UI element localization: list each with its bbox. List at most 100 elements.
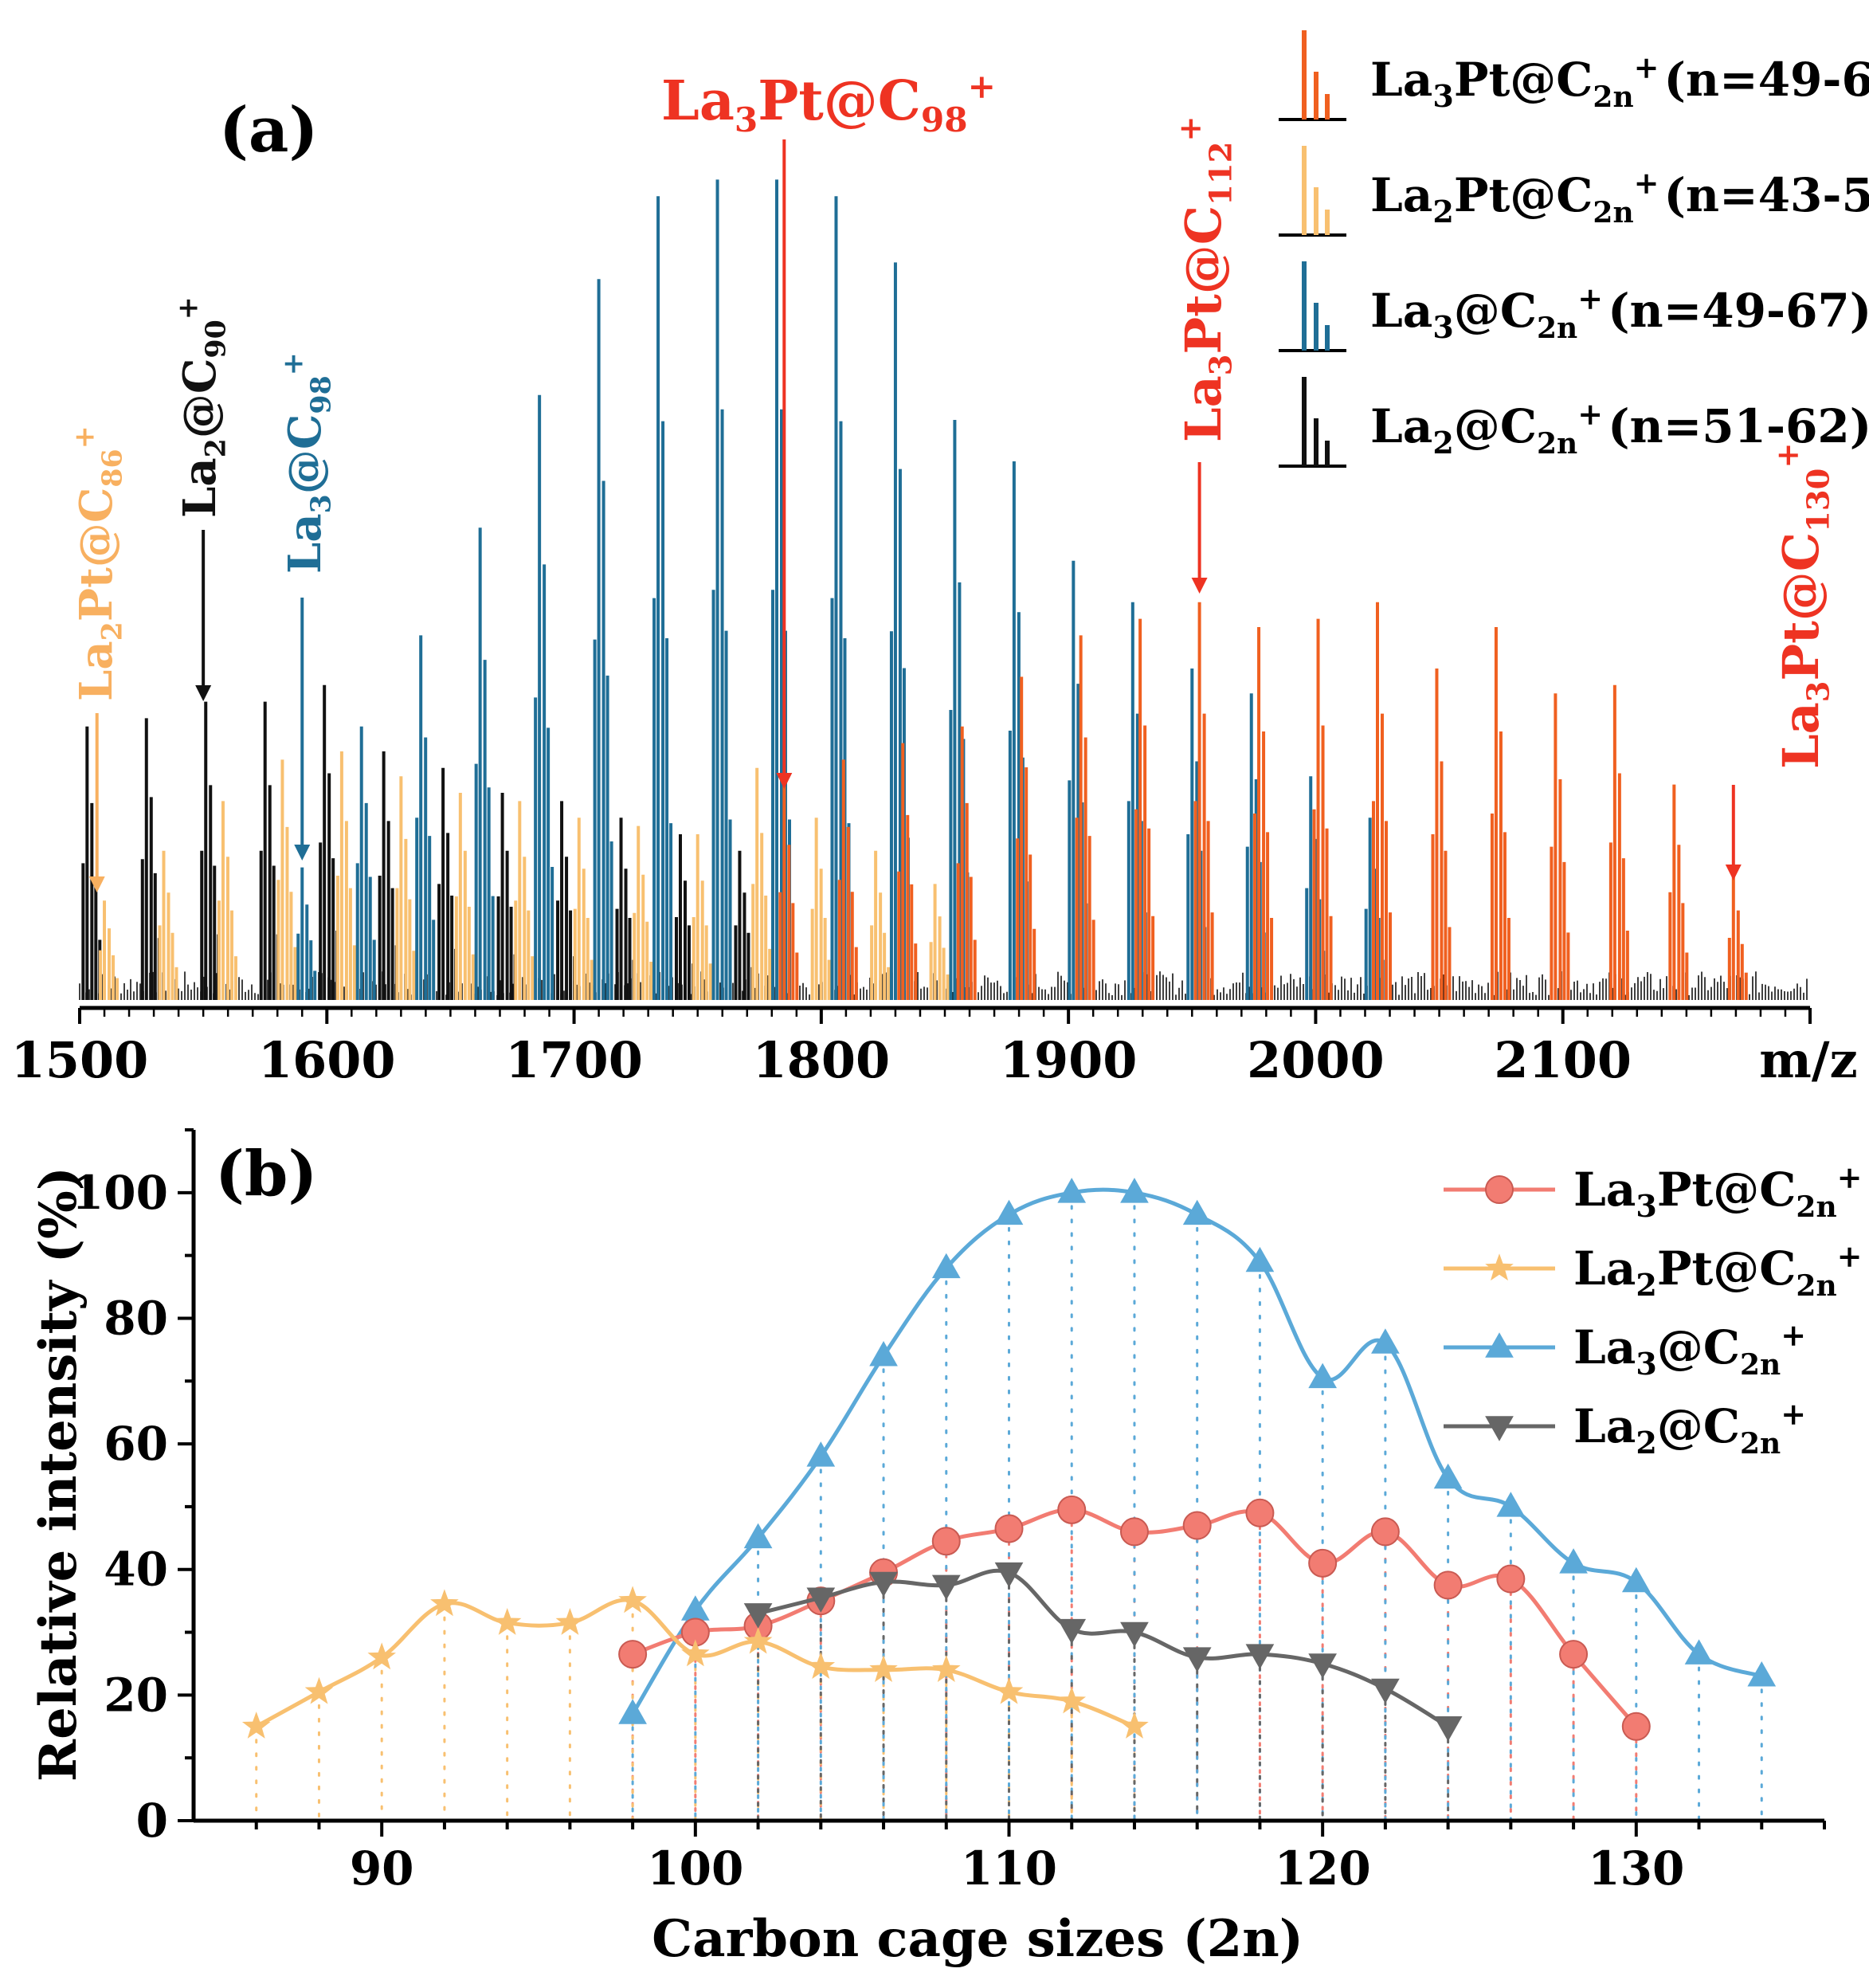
legend-b-item-1: La2Pt@C2n+ [1444, 1238, 1862, 1303]
y-tick-label-60: 60 [104, 1417, 168, 1471]
point-La2Pt@C2n+-104 [806, 1652, 836, 1679]
point-La2Pt@C2n+-106 [869, 1655, 898, 1682]
point-La2@C2n+-122 [1371, 1678, 1400, 1704]
legend-b-marker [1485, 1332, 1514, 1358]
peak-La2Pt@C2n+-1654 [454, 793, 475, 1000]
peak-La2Pt@C2n+-1726 [633, 825, 653, 1000]
peak-La2Pt@C2n+-1582 [276, 759, 297, 1000]
peak-La2Pt@C2n+-1702 [573, 818, 594, 1000]
peak-La3Pt@C2n+-2073 [1490, 627, 1510, 1000]
series-La2Pt@C2n+ [241, 1586, 1149, 1739]
peak-La2@C2n+-1671 [496, 793, 517, 1000]
point-La2@C2n+-116 [1182, 1647, 1212, 1672]
x-tick-label-120: 120 [1275, 1841, 1371, 1896]
peak-La3@C2n+-1614 [355, 726, 376, 1000]
peak-La2Pt@C2n+-1750 [692, 834, 712, 1000]
legend-b-text: La2@C2n+ [1573, 1396, 1806, 1461]
peak-La2@C2n+-1767 [734, 850, 754, 1000]
annotation-arrowhead-4 [1191, 578, 1208, 594]
point-La2Pt@C2n+-114 [1120, 1712, 1149, 1739]
x-tick-label-1500: 1500 [11, 1031, 149, 1089]
point-La3Pt@C2n+-122 [1370, 1517, 1400, 1547]
y-tick-label-0: 0 [136, 1794, 168, 1848]
point-La3Pt@C2n+-114 [1119, 1517, 1149, 1547]
legend-a-text: La3Pt@C2n+(n=49-65) [1370, 49, 1869, 114]
y-tick-label-100: 100 [72, 1166, 168, 1220]
x-tick-label-1900: 1900 [1000, 1031, 1138, 1089]
peak-La2Pt@C2n+-1678 [514, 801, 535, 1000]
peak-La3@C2n+-1758 [711, 179, 732, 1000]
panel-a-mass-spectrum: (a) 1500 1600 1700 1800 1900 2000 2100 m/z La2P… [11, 30, 1869, 1089]
legend-a-text: La2Pt@C2n+(n=43-57) [1370, 165, 1869, 229]
panel-a-label: (a) [219, 94, 318, 167]
point-La2Pt@C2n+-110 [994, 1676, 1024, 1704]
point-La2@C2n+-106 [869, 1571, 898, 1598]
peak-La2Pt@C2n+-1606 [335, 751, 356, 1000]
point-La3@C2n+-108 [931, 1253, 961, 1279]
peak-La2@C2n+-1527 [140, 718, 161, 1000]
point-La3@C2n+-100 [680, 1595, 710, 1621]
y-tick-label-40: 40 [104, 1543, 168, 1597]
point-La3Pt@C2n+-98 [618, 1640, 648, 1669]
peak-La3@C2n+-1686 [534, 394, 554, 1000]
annotation-arrowhead-1 [195, 685, 212, 701]
point-La3@C2n+-124 [1433, 1463, 1463, 1489]
peak-La3Pt@C2n+-1833 [897, 743, 918, 1000]
point-La2Pt@C2n+-94 [492, 1608, 522, 1635]
point-La2@C2n+-114 [1120, 1621, 1149, 1648]
panel-b-line-chart: (b) 0 20 40 60 80 100 90 100 110 120 130 Carbon cag… [29, 1128, 1862, 1969]
peak-La2@C2n+-1599 [319, 684, 339, 1000]
peak-La3Pt@C2n+-1977 [1253, 627, 1274, 1000]
peak-La3Pt@C2n+-1881 [1016, 676, 1036, 1000]
point-La2Pt@C2n+-108 [932, 1655, 961, 1682]
point-La3@C2n+-122 [1371, 1328, 1400, 1354]
peak-La3Pt@C2n+-1953 [1193, 602, 1214, 1000]
panel-b-axes: 0 20 40 60 80 100 90 100 110 120 130 Carbon cage si… [29, 1128, 1826, 1969]
annotation-arrowhead-2 [294, 845, 311, 861]
point-La2@C2n+-112 [1057, 1618, 1087, 1645]
point-La2@C2n+-118 [1245, 1644, 1275, 1669]
point-La2Pt@C2n+-102 [743, 1626, 773, 1654]
x-tick-label-1800: 1800 [753, 1031, 891, 1089]
legend-a-item-2: La3@C2n+ (n=49-67) [1279, 261, 1869, 352]
peak-La3Pt@C2n+-2145 [1668, 784, 1689, 1000]
peak-La3Pt@C2n+-2025 [1372, 602, 1392, 1000]
panel-a-legend: La3Pt@C2n+(n=49-65) La2Pt@C2n+(n=43-57) La… [1279, 30, 1869, 468]
peak-La3@C2n+-1662 [474, 527, 495, 1000]
peak-La2Pt@C2n+-1822 [870, 850, 891, 1000]
legend-a-item-0: La3Pt@C2n+(n=49-65) [1279, 30, 1869, 121]
x-tick-label-90: 90 [350, 1841, 414, 1896]
peak-La2Pt@C2n+-1510 [99, 900, 120, 1000]
legend-a-item-1: La2Pt@C2n+(n=43-57) [1279, 146, 1869, 237]
point-La3Pt@C2n+-128 [1559, 1640, 1589, 1669]
peak-La3Pt@C2n+-2097 [1550, 693, 1570, 1000]
peak-La2@C2n+-1719 [615, 818, 636, 1000]
point-La3@C2n+-120 [1308, 1363, 1338, 1389]
annotation-label-2: La3@C98+ [277, 352, 338, 574]
peak-La2@C2n+-1575 [259, 701, 280, 1000]
annotation-label-3: La3Pt@C98+ [661, 66, 996, 139]
point-La3Pt@C2n+-130 [1621, 1712, 1651, 1741]
legend-b-marker [1485, 1253, 1514, 1281]
legend-b-item-0: La3Pt@C2n+ [1444, 1159, 1862, 1224]
point-La3@C2n+-118 [1245, 1246, 1275, 1272]
point-La2Pt@C2n+-98 [618, 1586, 647, 1614]
annotation-arrowhead-0 [88, 876, 105, 892]
panel-b-label: (b) [215, 1138, 317, 1210]
peak-La3Pt@C2n+-1905 [1075, 635, 1095, 1000]
legend-b-item-3: La2@C2n+ [1444, 1396, 1806, 1461]
point-La2Pt@C2n+-90 [367, 1642, 396, 1670]
series-La3@C2n+ [618, 1178, 1777, 1724]
peak-La2@C2n+-1503 [81, 726, 102, 1000]
point-La3@C2n+-112 [1057, 1178, 1087, 1203]
y-tick-label-20: 20 [104, 1668, 168, 1722]
point-La2Pt@C2n+-100 [681, 1639, 710, 1667]
legend-b-text: La2Pt@C2n+ [1573, 1238, 1862, 1303]
point-La3@C2n+-126 [1496, 1492, 1526, 1517]
point-La3Pt@C2n+-112 [1057, 1495, 1087, 1524]
peak-La2@C2n+-1647 [437, 767, 458, 1000]
peak-La2Pt@C2n+-1534 [158, 850, 178, 1000]
x-tick-label-110: 110 [961, 1841, 1057, 1896]
annotation-arrowhead-3 [776, 773, 793, 789]
